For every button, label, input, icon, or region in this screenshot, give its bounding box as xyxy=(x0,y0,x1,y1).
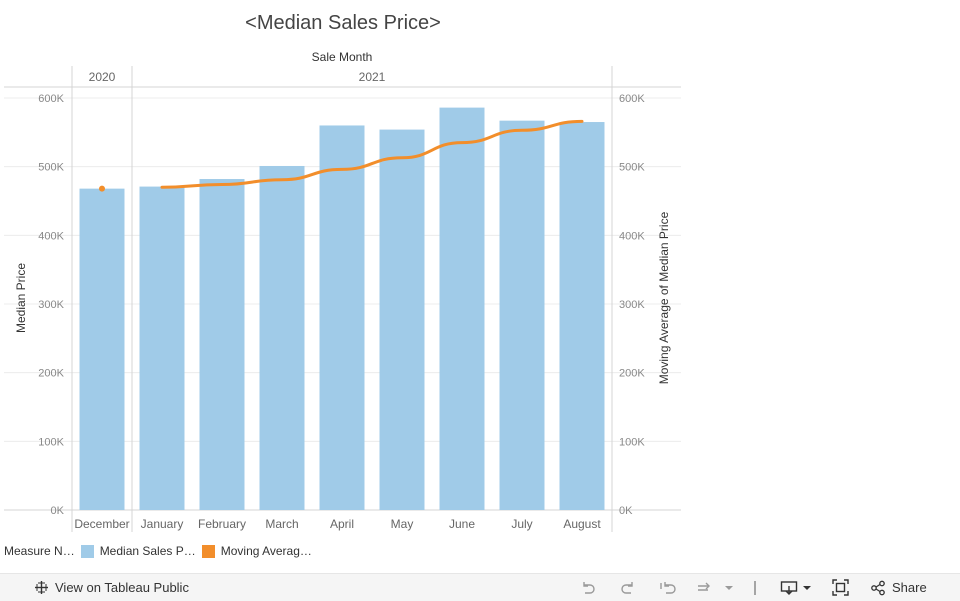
undo-icon xyxy=(583,581,595,594)
y-tick-label-left: 300K xyxy=(38,299,64,311)
chart-title: <Median Sales Price> xyxy=(245,12,441,34)
year-header: 2020 xyxy=(89,70,116,84)
toolbar-divider xyxy=(754,574,756,601)
x-tick-label: June xyxy=(449,517,475,531)
y-tick-label-left: 100K xyxy=(38,436,64,448)
legend-title: Measure N… xyxy=(4,544,75,558)
moving-average-point[interactable] xyxy=(99,185,105,192)
legend-swatch-median xyxy=(80,544,94,558)
legend-swatch-moving-average xyxy=(201,544,215,558)
y-tick-label-left: 0K xyxy=(51,505,65,517)
y-tick-label-right: 500K xyxy=(619,162,645,174)
year-header: 2021 xyxy=(359,70,386,84)
bar[interactable] xyxy=(319,125,365,510)
moving-average-line[interactable] xyxy=(160,119,584,189)
tableau-toolbar: View on Tableau Public xyxy=(0,573,960,601)
bar[interactable] xyxy=(559,122,605,511)
revert-icon xyxy=(660,581,676,594)
refresh-dropdown[interactable] xyxy=(724,574,734,601)
x-tick-label: March xyxy=(265,517,298,531)
bar[interactable] xyxy=(379,129,425,510)
legend-label-median: Median Sales P… xyxy=(99,544,196,558)
revert-button[interactable] xyxy=(659,574,677,601)
legend: Measure N… Median Sales P… Moving Averag… xyxy=(4,543,318,559)
download-icon xyxy=(780,580,798,595)
bar[interactable] xyxy=(139,186,185,510)
tableau-logo-icon xyxy=(35,581,48,594)
y-tick-label-left: 200K xyxy=(38,368,64,380)
y-tick-label-right: 300K xyxy=(619,299,645,311)
x-tick-label: April xyxy=(330,517,354,531)
y-tick-label-right: 0K xyxy=(619,505,633,517)
legend-item-moving-average[interactable]: Moving Averag… xyxy=(201,544,312,558)
x-tick-label: January xyxy=(141,517,184,531)
bar[interactable] xyxy=(439,107,485,510)
chevron-down-icon xyxy=(803,585,811,590)
moving-average-line-group[interactable] xyxy=(99,119,584,192)
bar[interactable] xyxy=(499,120,545,510)
view-on-tableau-button[interactable]: View on Tableau Public xyxy=(34,574,189,601)
undo-button[interactable] xyxy=(580,574,596,601)
y-axis-title: Median Price xyxy=(14,263,28,333)
chevron-down-icon xyxy=(725,585,733,590)
x-tick-label: May xyxy=(391,517,414,531)
combo-chart[interactable]: 0K 0K 100K 100K 200K 200K 300K 300K 400K 400K 500K… xyxy=(0,0,960,570)
x-tick-label: July xyxy=(511,517,532,531)
fullscreen-button[interactable] xyxy=(832,574,849,601)
share-label: Share xyxy=(892,580,927,595)
x-tick-label: February xyxy=(198,517,246,531)
bar[interactable] xyxy=(199,179,245,510)
refresh-icon xyxy=(698,582,710,591)
y-tick-label-right: 400K xyxy=(619,230,645,242)
share-button[interactable]: Share xyxy=(870,574,927,601)
bar[interactable] xyxy=(79,188,125,510)
y-tick-label-left: 600K xyxy=(38,93,64,105)
redo-button[interactable] xyxy=(620,574,636,601)
x-tick-label: August xyxy=(563,517,601,531)
y-tick-label-left: 400K xyxy=(38,230,64,242)
bars[interactable] xyxy=(79,107,605,511)
y-tick-label-right: 200K xyxy=(619,368,645,380)
legend-item-median[interactable]: Median Sales P… xyxy=(80,544,196,558)
refresh-button[interactable] xyxy=(695,574,713,601)
axis-labels: 0K 0K 100K 100K 200K 200K 300K 300K 400K 400K 500K… xyxy=(14,50,671,531)
view-on-tableau-label: View on Tableau Public xyxy=(55,580,189,595)
y2-axis-title: Moving Average of Median Price xyxy=(657,211,671,384)
column-header: Sale Month xyxy=(312,50,373,64)
share-icon xyxy=(871,580,885,595)
x-tick-label: December xyxy=(74,517,129,531)
fullscreen-icon xyxy=(832,579,849,596)
download-button[interactable] xyxy=(780,574,812,601)
redo-icon xyxy=(621,581,633,594)
bar[interactable] xyxy=(259,165,305,511)
y-tick-label-right: 100K xyxy=(619,436,645,448)
y-tick-label-left: 500K xyxy=(38,162,64,174)
legend-label-moving-average: Moving Averag… xyxy=(220,544,312,558)
y-tick-label-right: 600K xyxy=(619,93,645,105)
